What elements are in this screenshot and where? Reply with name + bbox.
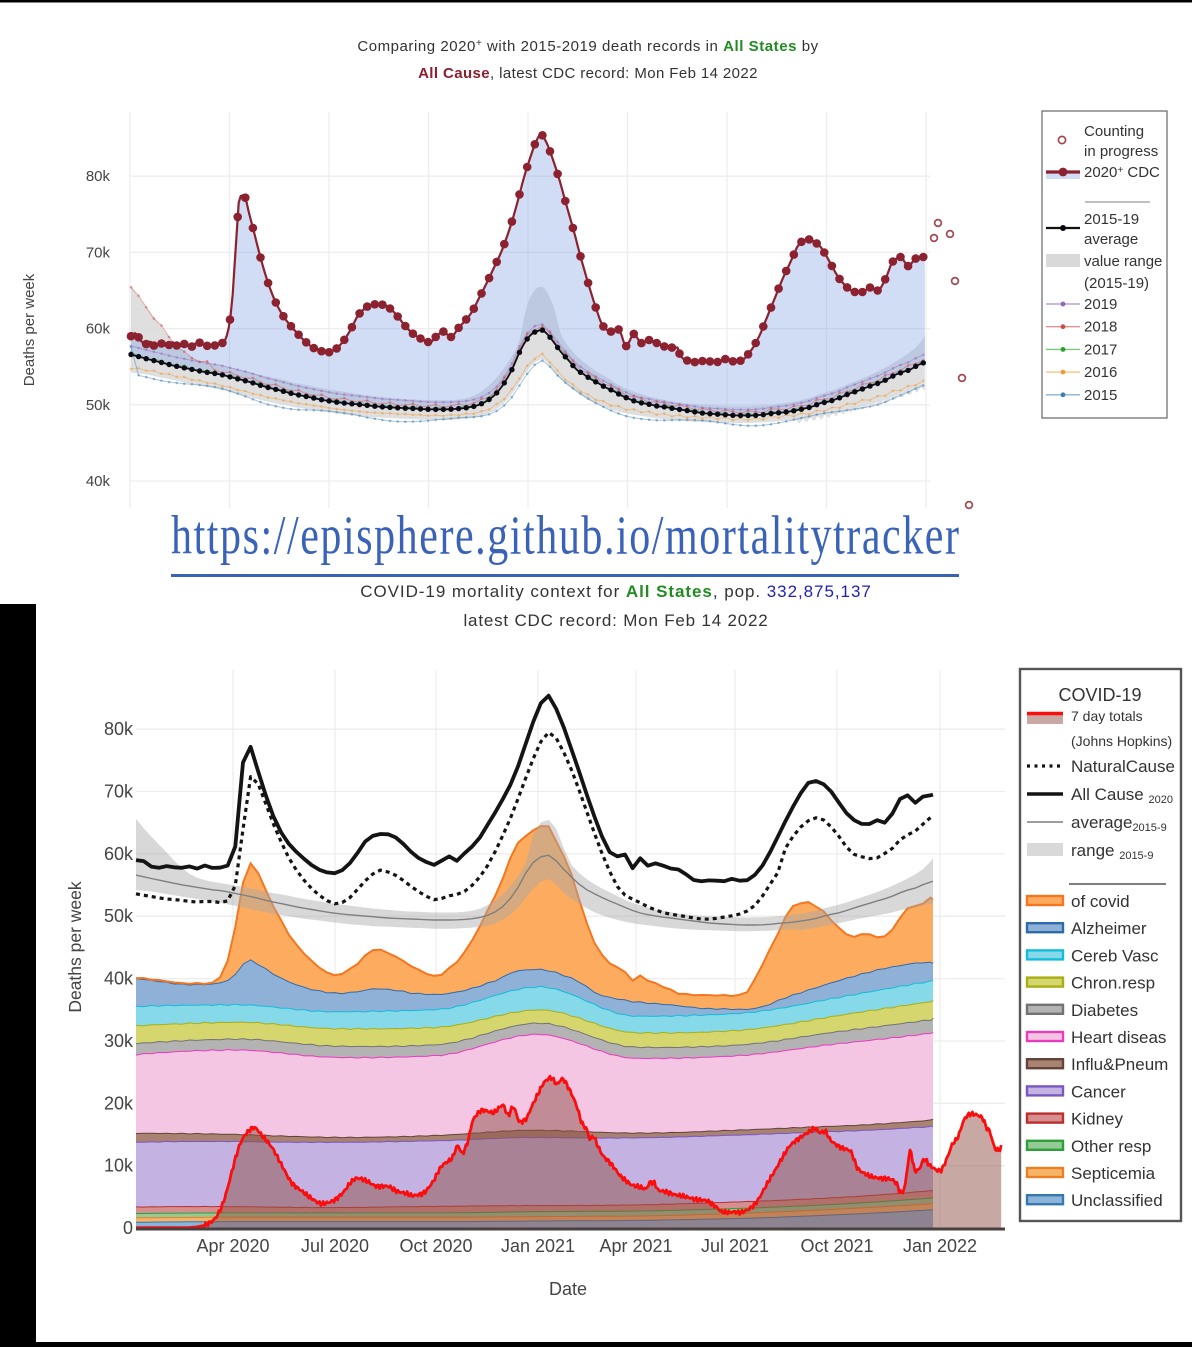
svg-text:Deaths per week: Deaths per week (21, 273, 38, 386)
svg-text:NaturalCause: NaturalCause (1071, 757, 1175, 776)
svg-text:All Cause 2020: All Cause 2020 (1071, 785, 1173, 806)
svg-text:Date: Date (549, 1279, 587, 1299)
svg-text:COVID-19: COVID-19 (1058, 685, 1141, 705)
svg-text:70k: 70k (86, 244, 111, 261)
svg-text:40k: 40k (104, 969, 134, 989)
svg-text:Oct 2021: Oct 2021 (800, 1236, 873, 1256)
svg-text:10k: 10k (104, 1156, 134, 1176)
svg-text:2015: 2015 (1084, 387, 1117, 404)
svg-text:Apr 2021: Apr 2021 (599, 1236, 672, 1256)
svg-text:2020+ CDC: 2020+ CDC (1084, 164, 1160, 181)
svg-text:2017: 2017 (1084, 341, 1117, 358)
svg-text:70k: 70k (104, 782, 134, 802)
svg-text:average: average (1084, 231, 1138, 248)
svg-text:80k: 80k (104, 719, 134, 739)
svg-text:0: 0 (123, 1218, 133, 1238)
svg-text:Jan 2021: Jan 2021 (501, 1236, 575, 1256)
svg-text:Septicemia: Septicemia (1071, 1164, 1156, 1183)
svg-text:(2015-19): (2015-19) (1084, 275, 1149, 292)
svg-text:Other resp: Other resp (1071, 1137, 1151, 1156)
svg-text:Chron.resp: Chron.resp (1071, 974, 1155, 993)
svg-text:30k: 30k (104, 1031, 134, 1051)
svg-text:Heart diseas: Heart diseas (1071, 1028, 1166, 1047)
svg-text:40k: 40k (86, 473, 111, 490)
svg-text:latest CDC record: Mon Feb 14: latest CDC record: Mon Feb 14 2022 (463, 611, 768, 630)
svg-text:Oct 2020: Oct 2020 (399, 1236, 472, 1256)
svg-text:2016: 2016 (1084, 364, 1117, 381)
svg-text:(Johns Hopkins): (Johns Hopkins) (1071, 733, 1172, 749)
svg-text:Unclassified: Unclassified (1071, 1191, 1163, 1210)
svg-text:Jul 2020: Jul 2020 (301, 1236, 369, 1256)
svg-text:50k: 50k (86, 397, 111, 414)
svg-text:Jul 2021: Jul 2021 (701, 1236, 769, 1256)
svg-text:60k: 60k (86, 321, 111, 338)
svg-text:Diabetes: Diabetes (1071, 1001, 1138, 1020)
svg-text:80k: 80k (86, 168, 111, 185)
svg-text:Kidney: Kidney (1071, 1110, 1123, 1129)
svg-text:2015-19: 2015-19 (1084, 211, 1139, 228)
svg-text:2019: 2019 (1084, 296, 1117, 313)
svg-text:Alzheimer: Alzheimer (1071, 919, 1147, 938)
svg-text:Jan 2022: Jan 2022 (903, 1236, 977, 1256)
svg-text:Apr 2020: Apr 2020 (196, 1236, 269, 1256)
svg-text:https://episphere.github.io/mo: https://episphere.github.io/mortalitytra… (171, 504, 959, 566)
svg-text:20k: 20k (104, 1093, 134, 1113)
svg-text:Comparing 2020+ with 2015-2019: Comparing 2020+ with 2015-2019 death rec… (357, 38, 818, 55)
svg-text:Influ&Pneum: Influ&Pneum (1071, 1055, 1168, 1074)
svg-text:Counting: Counting (1084, 123, 1144, 140)
svg-text:COVID-19 mortality context for: COVID-19 mortality context for All State… (360, 582, 872, 601)
svg-text:7 day totals: 7 day totals (1071, 708, 1143, 724)
svg-text:Cereb Vasc: Cereb Vasc (1071, 946, 1159, 965)
svg-text:2018: 2018 (1084, 319, 1117, 336)
svg-text:value range: value range (1084, 253, 1162, 270)
svg-text:60k: 60k (104, 844, 134, 864)
svg-text:in progress: in progress (1084, 143, 1158, 160)
svg-text:Deaths per week: Deaths per week (65, 881, 85, 1013)
svg-text:50k: 50k (104, 906, 134, 926)
svg-text:All Cause, latest CDC record:: All Cause, latest CDC record: Mon Feb 14… (418, 65, 758, 82)
svg-text:of covid: of covid (1071, 892, 1130, 911)
svg-text:Cancer: Cancer (1071, 1082, 1126, 1101)
